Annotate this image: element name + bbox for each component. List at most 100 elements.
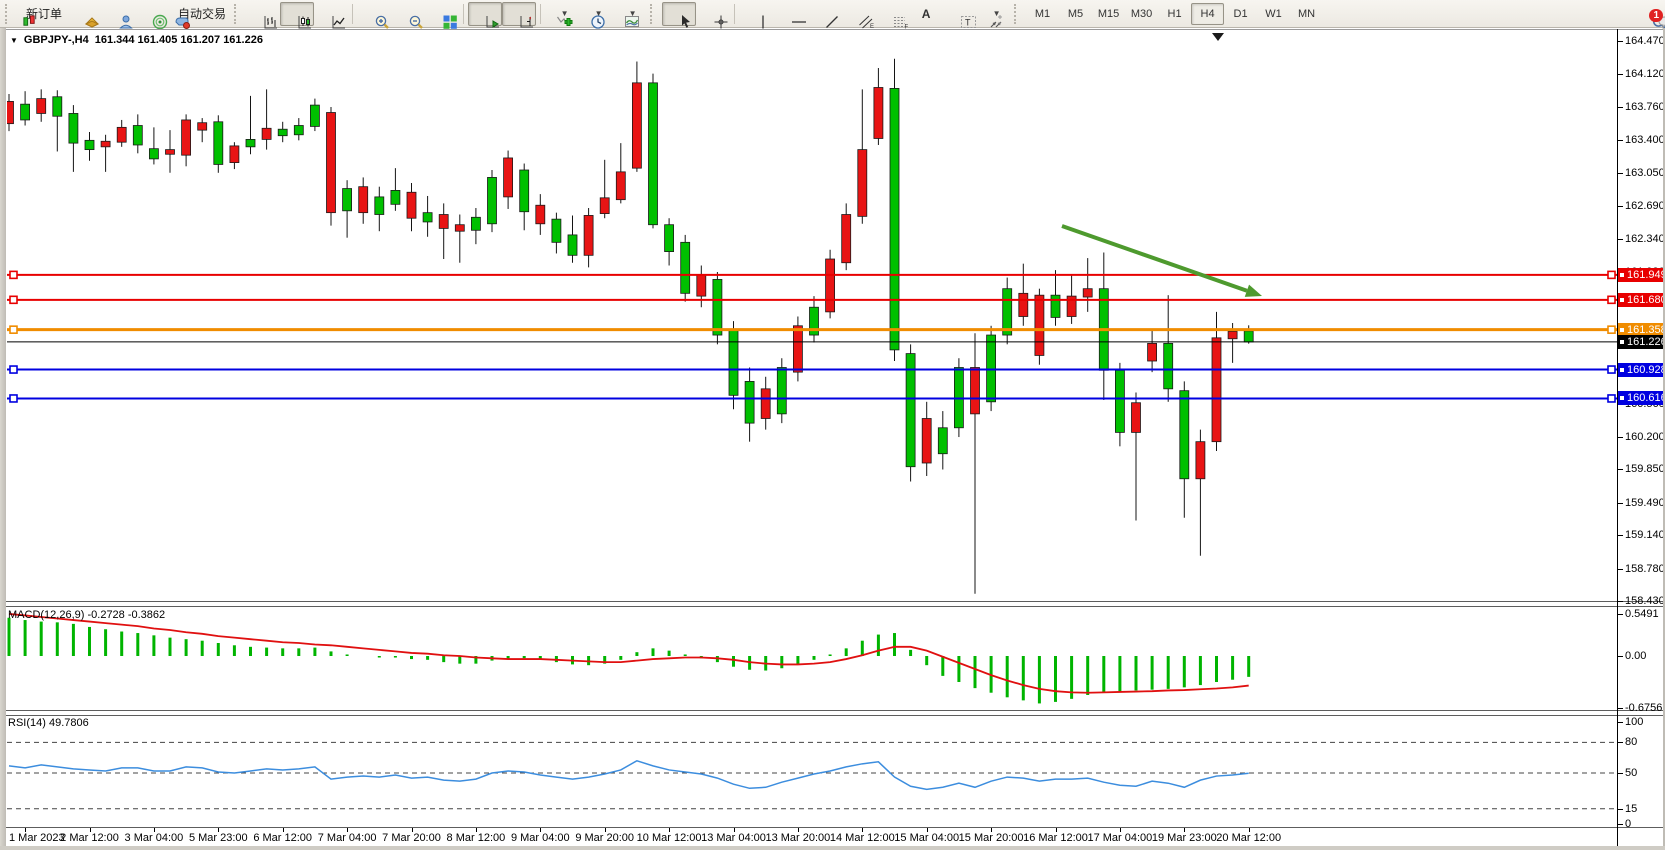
text-label-button[interactable]: T bbox=[943, 2, 977, 28]
timeframe-button-m5[interactable]: M5 bbox=[1067, 7, 1084, 20]
level-lines[interactable] bbox=[7, 270, 1617, 403]
price-tick-label: 163.050 bbox=[1625, 166, 1665, 179]
timeframe-button-w1[interactable]: W1 bbox=[1265, 7, 1282, 20]
svg-text:E: E bbox=[870, 24, 874, 30]
date-tick bbox=[669, 828, 671, 832]
timeframe-button-d1[interactable]: D1 bbox=[1233, 7, 1248, 20]
chevron-down-icon: ▼ bbox=[628, 9, 637, 18]
timeframe-button-m30[interactable]: M30 bbox=[1130, 7, 1153, 20]
date-tick bbox=[347, 828, 349, 832]
date-label: 13 Mar 04:00 bbox=[701, 832, 766, 844]
line-end-marker bbox=[1620, 297, 1624, 302]
date-tick bbox=[411, 828, 413, 832]
market-watch-button[interactable] bbox=[67, 2, 101, 28]
periods-button[interactable]: ▼ bbox=[579, 2, 613, 29]
window-right-edge bbox=[1663, 28, 1665, 850]
line-chart-button[interactable] bbox=[314, 2, 348, 28]
arrows-button[interactable]: ▼ bbox=[977, 2, 1011, 27]
panel-splitter[interactable] bbox=[0, 710, 1665, 716]
trend-arrow-annotation[interactable] bbox=[1061, 224, 1262, 297]
bar-chart-button[interactable] bbox=[246, 2, 280, 28]
toolbar-grip[interactable] bbox=[5, 3, 12, 24]
date-label: 20 Mar 12:00 bbox=[1216, 832, 1282, 844]
timeframe-button-mn[interactable]: MN bbox=[1297, 7, 1316, 20]
chart-ohlc: 161.344 161.405 161.207 161.226 bbox=[94, 34, 263, 46]
date-label: 17 Mar 04:00 bbox=[1087, 832, 1153, 844]
date-label: 3 Mar 04:00 bbox=[124, 832, 184, 844]
date-tick bbox=[540, 828, 542, 832]
panel-splitter[interactable] bbox=[0, 601, 1665, 607]
toolbar-grip[interactable] bbox=[1014, 3, 1021, 24]
new-order-button[interactable]: 新订单 bbox=[17, 2, 67, 26]
price-tick bbox=[1618, 73, 1623, 75]
fibonacci-button[interactable]: F bbox=[875, 2, 909, 30]
price-tick-label: 159.140 bbox=[1625, 529, 1665, 542]
timeframe-button-h4[interactable]: H4 bbox=[1191, 2, 1225, 25]
date-tick bbox=[991, 828, 993, 832]
rsi-tick bbox=[1618, 808, 1623, 810]
rsi-tick bbox=[1618, 824, 1623, 825]
window-left-edge bbox=[0, 28, 6, 850]
indicators-button[interactable]: ▼ bbox=[545, 2, 579, 26]
price-tick-label: 160.200 bbox=[1625, 431, 1665, 444]
timeframe-button-h1[interactable]: H1 bbox=[1167, 7, 1182, 20]
vertical-line-button[interactable] bbox=[739, 2, 773, 28]
timeframe-button-m15[interactable]: M15 bbox=[1097, 7, 1120, 20]
zoom-in-button[interactable] bbox=[357, 2, 391, 29]
macd-tick bbox=[1618, 613, 1623, 615]
price-tick-label: 158.430 bbox=[1625, 595, 1665, 608]
date-label: 7 Mar 20:00 bbox=[382, 832, 441, 844]
line-end-marker bbox=[1620, 339, 1624, 344]
candlestick-chart-button[interactable] bbox=[280, 1, 315, 28]
price-level-badge: 161.358 bbox=[1618, 322, 1665, 337]
rsi-tick bbox=[1618, 742, 1623, 744]
equidistant-channel-button[interactable]: E bbox=[841, 2, 875, 30]
timeframe-button-m1[interactable]: M1 bbox=[1034, 7, 1051, 20]
price-axis[interactable]: 164.470 164.120 163.760 163.400 163.050 162.6… bbox=[1618, 28, 1665, 830]
date-label: 10 Mar 12:00 bbox=[636, 832, 702, 844]
trendline-button[interactable] bbox=[807, 2, 841, 28]
date-tick bbox=[604, 828, 606, 832]
toolbar-grip[interactable] bbox=[234, 3, 241, 24]
cursor-button[interactable] bbox=[662, 1, 697, 28]
price-tick bbox=[1618, 568, 1623, 570]
svg-text:F: F bbox=[905, 24, 909, 30]
date-label: 16 Mar 12:00 bbox=[1023, 832, 1088, 844]
tile-windows-button[interactable] bbox=[425, 2, 459, 29]
auto-trading-button[interactable]: 自动交易 bbox=[169, 2, 231, 29]
zoom-out-button[interactable] bbox=[391, 2, 425, 29]
templates-button[interactable]: ▼ bbox=[613, 2, 647, 27]
date-axis[interactable]: 1 Mar 2023 2 Mar 12:00 3 Mar 04:00 5 Mar 23… bbox=[7, 828, 1617, 846]
crosshair-button[interactable] bbox=[696, 2, 730, 28]
rsi-tick bbox=[1618, 722, 1623, 723]
macd-tick-label: 0.00 bbox=[1625, 650, 1647, 662]
collapse-triangle-icon[interactable]: ▼ bbox=[10, 35, 18, 45]
date-label: 15 Mar 20:00 bbox=[958, 832, 1024, 844]
navigator-button[interactable] bbox=[101, 2, 135, 28]
date-label: 1 Mar 2023 bbox=[9, 832, 65, 844]
horizontal-line-button[interactable] bbox=[773, 2, 807, 26]
rsi-panel-canvas[interactable] bbox=[7, 715, 1617, 827]
rsi-label: RSI(14) 49.7806 bbox=[8, 717, 89, 729]
toolbar-grip[interactable] bbox=[650, 3, 657, 24]
terminal-button[interactable] bbox=[135, 2, 169, 29]
macd-tick bbox=[1618, 656, 1623, 657]
price-level-badge: 161.680 bbox=[1618, 292, 1665, 307]
macd-tick bbox=[1618, 707, 1623, 709]
price-axis-separator bbox=[1617, 29, 1618, 846]
date-tick bbox=[153, 828, 155, 832]
chart-shift-button[interactable] bbox=[502, 1, 537, 27]
price-tick bbox=[1618, 172, 1623, 174]
date-label: 2 Mar 12:00 bbox=[60, 832, 119, 844]
line-end-marker bbox=[1620, 367, 1624, 372]
window-bottom-edge bbox=[0, 846, 1665, 850]
date-tick bbox=[282, 828, 284, 832]
macd-panel-canvas[interactable] bbox=[7, 607, 1617, 710]
chart-shift-marker[interactable] bbox=[1212, 33, 1224, 41]
auto-scroll-button[interactable] bbox=[468, 1, 503, 28]
main-chart-canvas[interactable] bbox=[7, 30, 1617, 601]
text-button[interactable]: A bbox=[909, 2, 943, 26]
date-axis-border bbox=[0, 827, 1665, 828]
price-tick-label: 164.470 bbox=[1625, 35, 1665, 48]
